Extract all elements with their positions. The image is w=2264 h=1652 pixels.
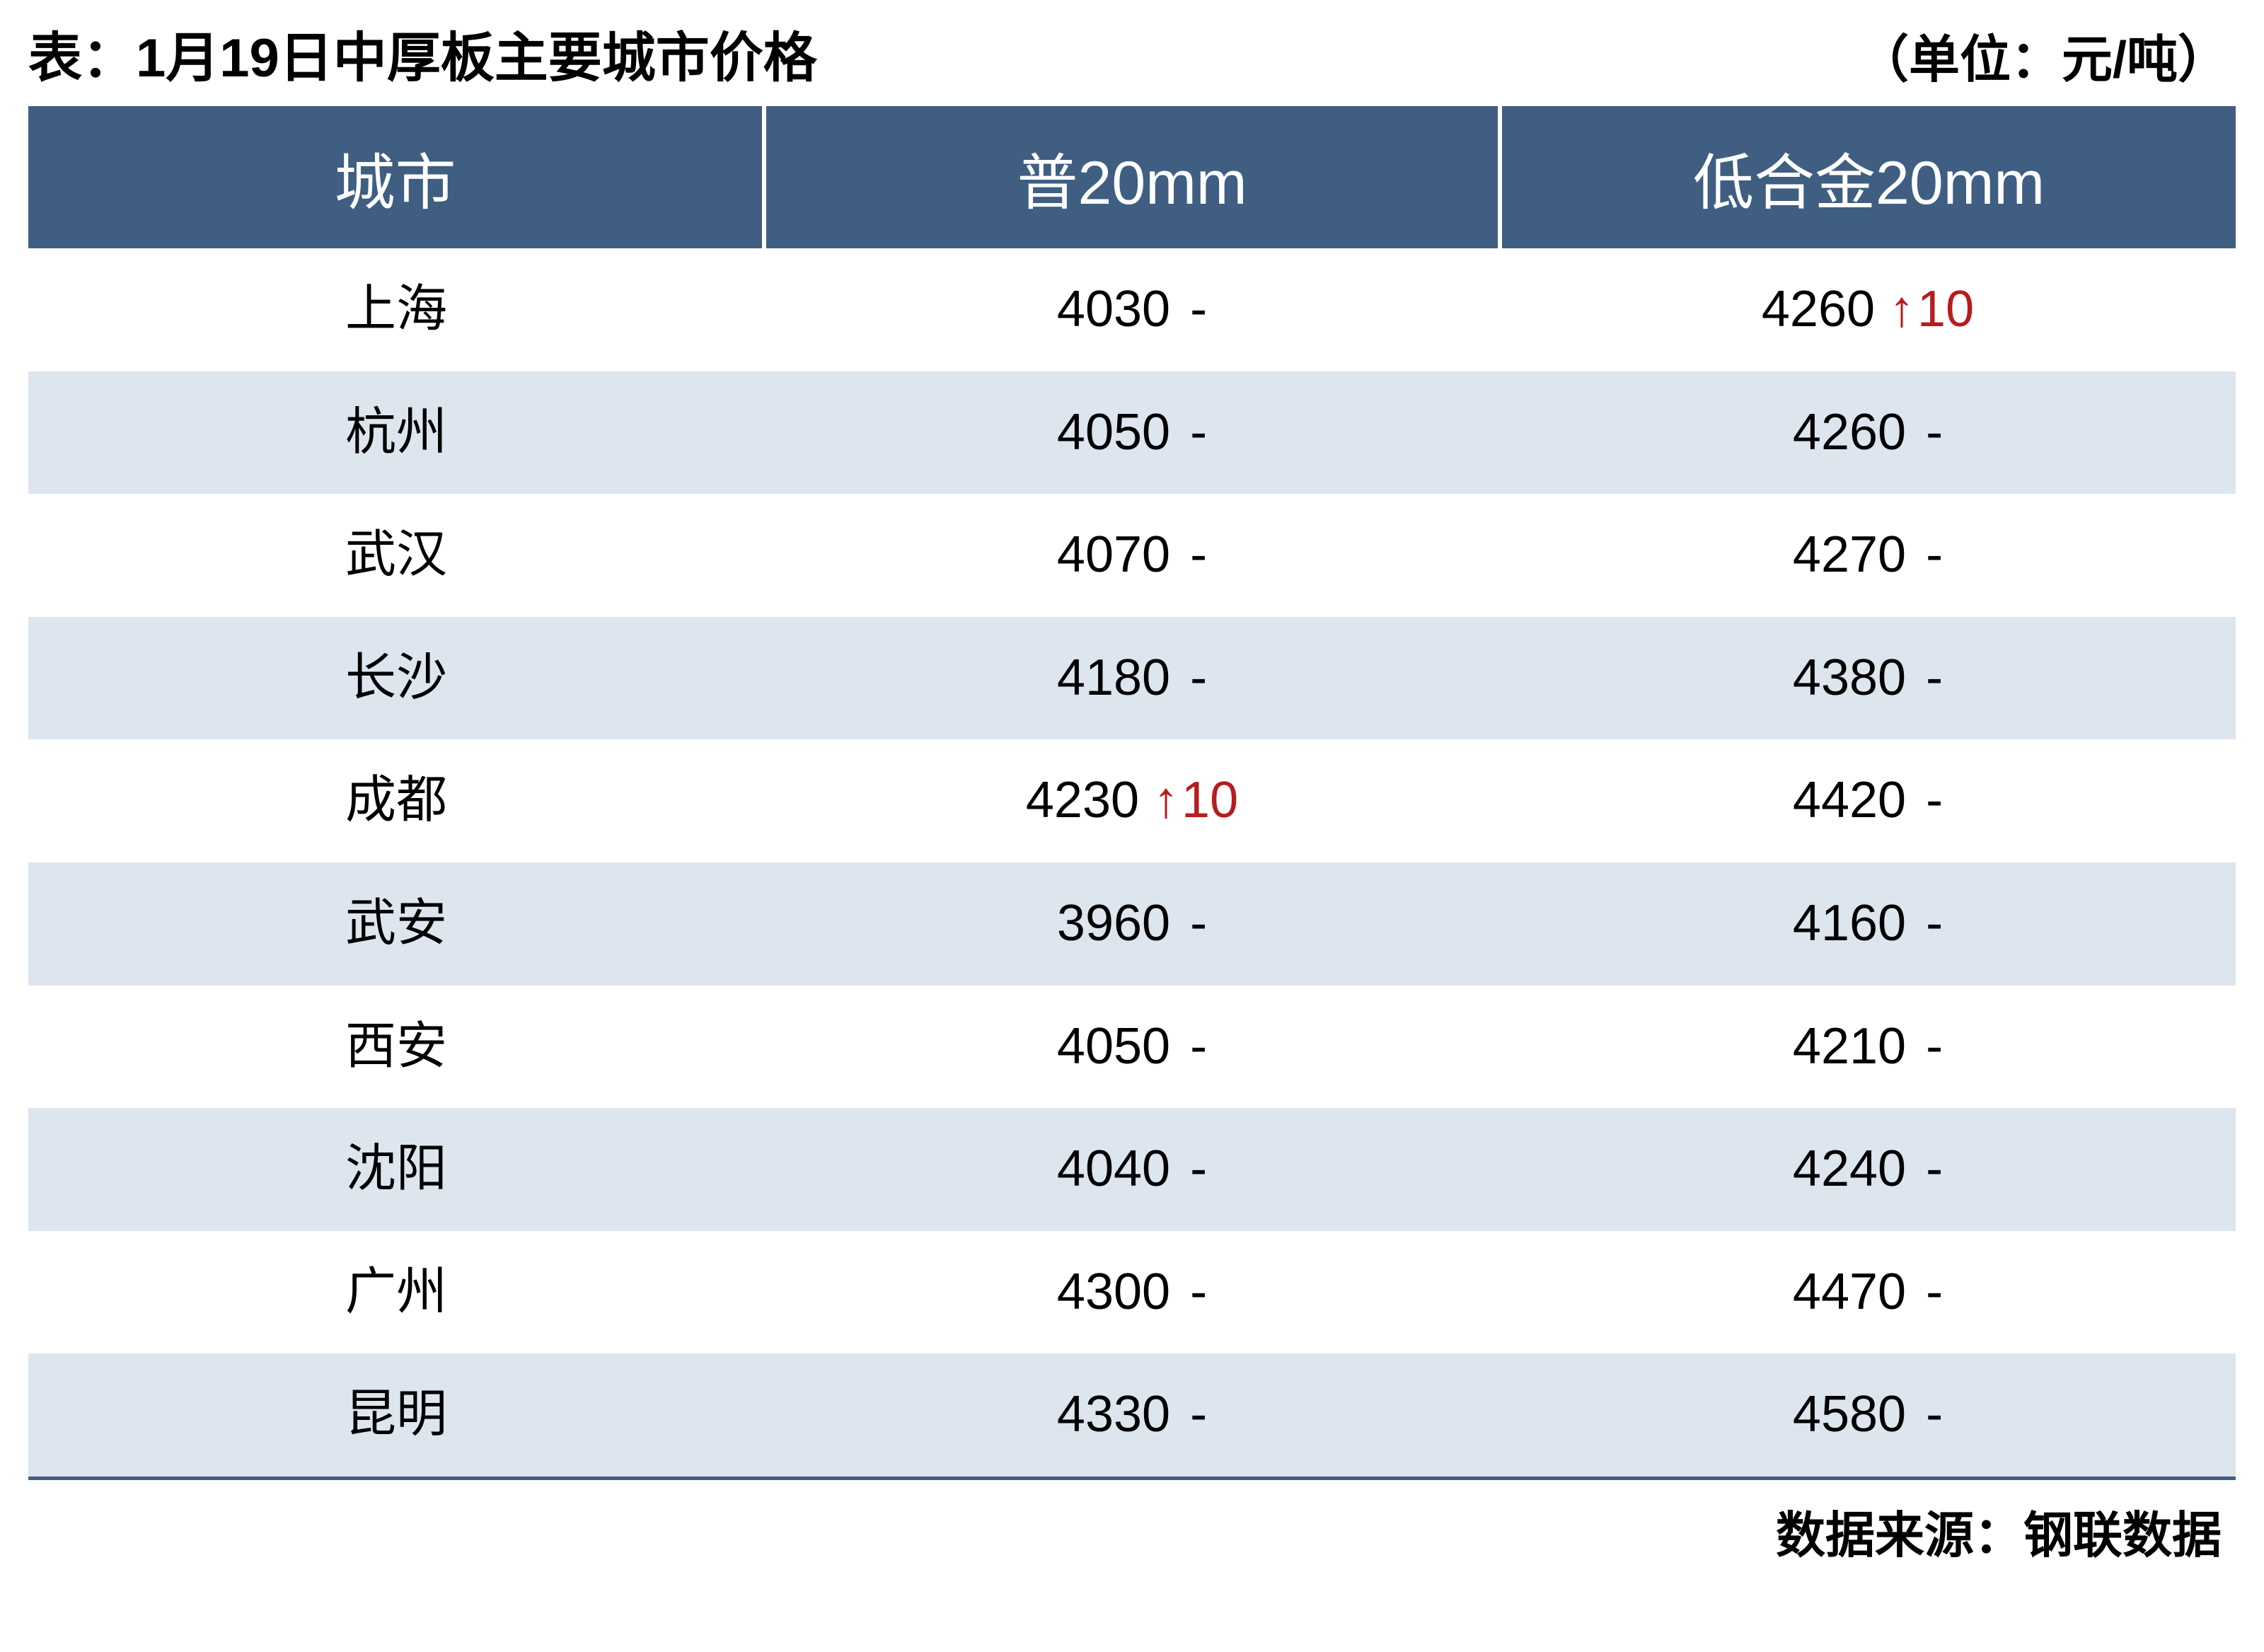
col-header-city: 城市 [28,106,764,248]
delta-flat: - [1184,404,1207,461]
cell-alloy20: 4160 - [1500,862,2236,986]
table-header: 城市 普20mm 低合金20mm [28,106,2236,248]
up-arrow-icon: ↑ [1889,281,1914,337]
col-header-alloy20: 低合金20mm [1500,106,2236,248]
cell-alloy20: 4210 - [1500,986,2236,1109]
table-row: 昆明4330 -4580 - [28,1353,2236,1478]
delta-value: 10 [1179,772,1238,828]
delta-flat: - [1920,1018,1943,1075]
price-value: 4230 [1026,772,1139,828]
delta-flat: - [1184,281,1207,337]
delta-value: 10 [1914,281,1974,337]
table-row: 杭州4050 -4260 - [28,371,2236,495]
table-row: 成都4230 ↑104420 - [28,739,2236,862]
cell-city: 沈阳 [28,1108,764,1231]
cell-p20: 4230 ↑10 [764,739,1500,862]
price-table-container: 表：1月19日中厚板主要城市价格 （单位：元/吨） 城市 普20mm 低合金20… [0,0,2264,1567]
cell-alloy20: 4420 - [1500,739,2236,862]
delta-flat: - [1920,404,1943,461]
cell-alloy20: 4240 - [1500,1108,2236,1231]
table-title: 表：1月19日中厚板主要城市价格 [28,14,817,92]
delta-flat: - [1184,526,1207,583]
cell-city: 武汉 [28,494,764,617]
delta-flat: - [1920,895,1943,952]
cell-p20: 4070 - [764,494,1500,617]
price-value: 3960 [1057,895,1170,952]
cell-p20: 4050 - [764,371,1500,495]
title-bar: 表：1月19日中厚板主要城市价格 （单位：元/吨） [28,14,2236,106]
delta-flat: - [1920,649,1943,706]
cell-alloy20: 4260 - [1500,371,2236,495]
price-value: 4070 [1057,526,1170,583]
delta-flat: - [1920,1140,1943,1197]
price-value: 4380 [1793,649,1906,706]
cell-alloy20: 4470 - [1500,1231,2236,1354]
price-value: 4210 [1793,1018,1906,1075]
cell-p20: 4050 - [764,986,1500,1109]
delta-flat: - [1920,526,1943,583]
delta-flat: - [1184,1386,1207,1443]
table-unit: （单位：元/吨） [1858,18,2229,92]
price-value: 4580 [1793,1386,1906,1443]
price-table: 城市 普20mm 低合金20mm 上海4030 -4260 ↑10杭州4050 … [28,106,2236,1480]
price-value: 4330 [1057,1386,1170,1443]
price-value: 4180 [1057,649,1170,706]
price-value: 4260 [1793,404,1906,461]
price-value: 4470 [1793,1264,1906,1320]
cell-alloy20: 4270 - [1500,494,2236,617]
cell-alloy20: 4380 - [1500,617,2236,740]
delta-flat: - [1184,1018,1207,1075]
cell-city: 杭州 [28,371,764,495]
price-value: 4270 [1793,526,1906,583]
price-value: 4050 [1057,404,1170,461]
table-row: 广州4300 -4470 - [28,1231,2236,1354]
price-value: 4030 [1057,281,1170,337]
col-header-p20: 普20mm [764,106,1500,248]
table-row: 上海4030 -4260 ↑10 [28,248,2236,371]
cell-p20: 4300 - [764,1231,1500,1354]
delta-flat: - [1920,772,1943,828]
cell-city: 西安 [28,986,764,1109]
cell-p20: 4330 - [764,1353,1500,1478]
price-value: 4160 [1793,895,1906,952]
table-row: 武安3960 -4160 - [28,862,2236,986]
price-value: 4420 [1793,772,1906,828]
price-value: 4300 [1057,1264,1170,1320]
cell-city: 昆明 [28,1353,764,1478]
up-arrow-icon: ↑ [1153,772,1179,828]
cell-alloy20: 4580 - [1500,1353,2236,1478]
price-value: 4050 [1057,1018,1170,1075]
delta-flat: - [1184,895,1207,952]
price-value: 4040 [1057,1140,1170,1197]
price-value: 4240 [1793,1140,1906,1197]
delta-flat: - [1920,1264,1943,1320]
cell-city: 武安 [28,862,764,986]
cell-p20: 4180 - [764,617,1500,740]
table-row: 西安4050 -4210 - [28,986,2236,1109]
cell-p20: 3960 - [764,862,1500,986]
cell-city: 长沙 [28,617,764,740]
cell-alloy20: 4260 ↑10 [1500,248,2236,371]
cell-city: 上海 [28,248,764,371]
price-value: 4260 [1762,281,1875,337]
delta-flat: - [1184,649,1207,706]
cell-p20: 4030 - [764,248,1500,371]
table-body: 上海4030 -4260 ↑10杭州4050 -4260 -武汉4070 -42… [28,248,2236,1478]
table-row: 武汉4070 -4270 - [28,494,2236,617]
cell-p20: 4040 - [764,1108,1500,1231]
table-row: 沈阳4040 -4240 - [28,1108,2236,1231]
delta-flat: - [1184,1140,1207,1197]
cell-city: 成都 [28,739,764,862]
delta-flat: - [1920,1386,1943,1443]
delta-flat: - [1184,1264,1207,1320]
data-source-label: 数据来源：钢联数据 [28,1480,2236,1567]
table-row: 长沙4180 -4380 - [28,617,2236,740]
cell-city: 广州 [28,1231,764,1354]
